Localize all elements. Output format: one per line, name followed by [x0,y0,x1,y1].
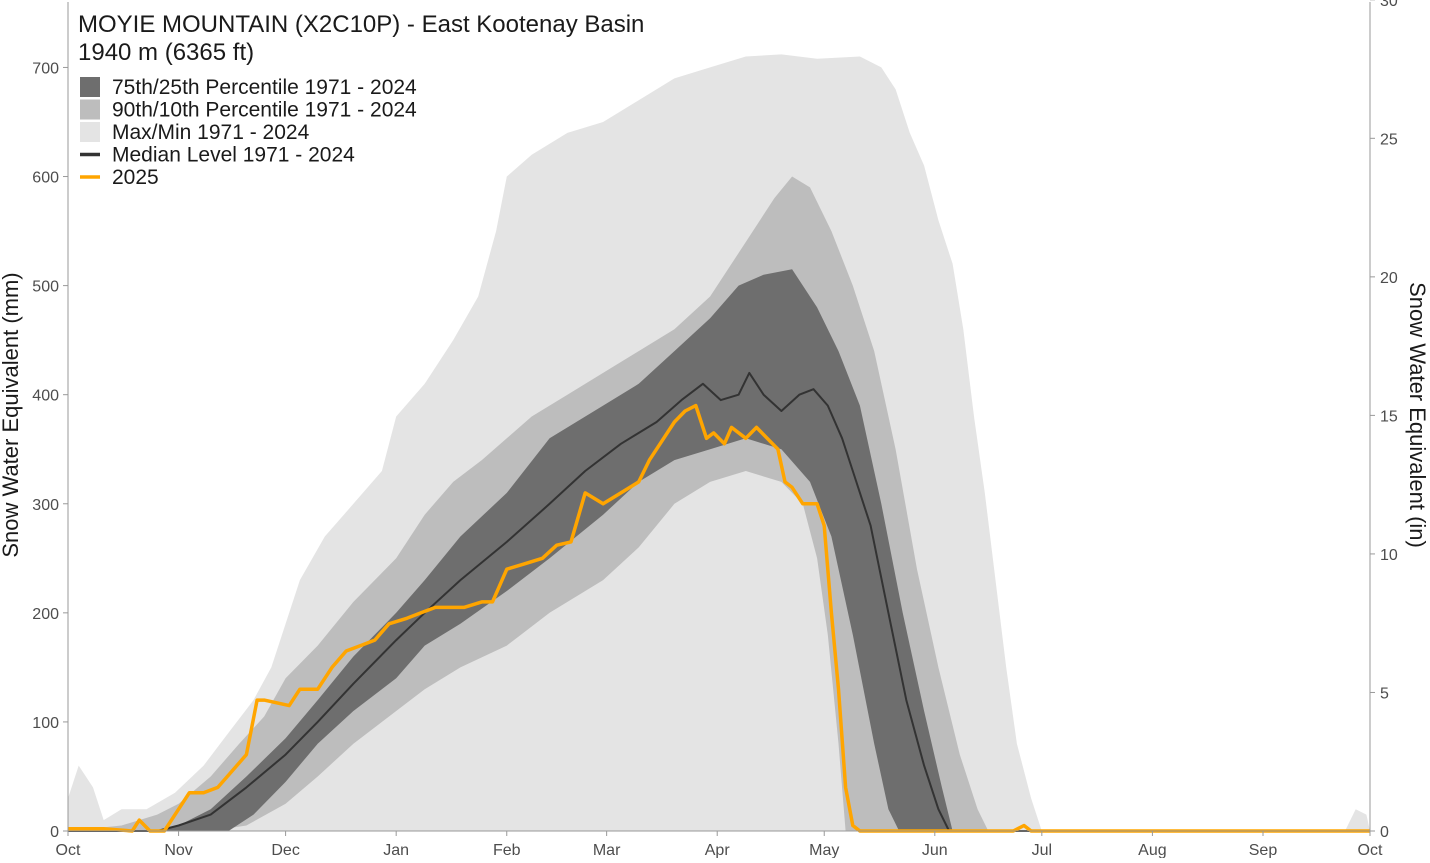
series-line-median [68,371,1370,832]
y-tick-label: 700 [32,60,59,77]
legend: 75th/25th Percentile 1971 - 202490th/10t… [80,76,417,189]
legend-label: Max/Min 1971 - 2024 [112,121,310,144]
legend-key-box [80,122,100,142]
y2-tick-label: 20 [1380,270,1398,287]
x-tick-label: Aug [1138,842,1166,858]
x-tick-label: Apr [705,842,731,858]
x-tick-label: Jun [922,842,948,858]
y2-tick-label: 15 [1380,408,1398,425]
y-tick-label: 600 [32,170,59,187]
y-tick-label: 0 [50,824,59,841]
x-tick-label: Mar [593,842,621,858]
legend-key-box [80,77,100,97]
x-tick-label: Nov [164,842,192,858]
y2-tick-label: 5 [1380,685,1389,702]
legend-label: 2025 [112,166,159,189]
y-axis-title: Snow Water Equivalent (mm) [0,272,23,557]
x-tick-label: Sep [1249,842,1278,858]
y-tick-label: 200 [32,606,59,623]
legend-label: 90th/10th Percentile 1971 - 2024 [112,99,417,122]
x-tick-label: Dec [271,842,299,858]
y2-tick-label: 0 [1380,824,1389,841]
y-tick-label: 100 [32,715,59,732]
y2-tick-label: 30 [1380,0,1398,10]
y2-axis-title: Snow Water Equivalent (in) [1405,282,1430,548]
y2-tick-label: 10 [1380,547,1398,564]
x-tick-label: Feb [493,842,521,858]
x-tick-label: Jan [383,842,409,858]
percentile-bands [68,54,1370,831]
chart-subtitle: 1940 m (6365 ft) [78,39,254,66]
y-tick-label: 500 [32,279,59,296]
series-line-2025 [68,403,1370,833]
legend-label: Median Level 1971 - 2024 [112,144,355,167]
legend-label: 75th/25th Percentile 1971 - 2024 [112,76,417,99]
x-tick-label: Jul [1032,842,1052,858]
chart-title: MOYIE MOUNTAIN (X2C10P) - East Kootenay … [78,11,644,38]
x-tick-label: Oct [56,842,81,858]
series-lines [68,371,1370,833]
legend-key-box [80,99,100,120]
y-tick-label: 300 [32,497,59,514]
x-tick-label: May [809,842,839,858]
y-tick-label: 400 [32,388,59,405]
band-75-25 [68,269,953,831]
x-tick-label: Oct [1358,842,1383,858]
y2-tick-label: 25 [1380,131,1398,148]
chart-text: MOYIE MOUNTAIN (X2C10P) - East Kootenay … [0,11,1430,558]
